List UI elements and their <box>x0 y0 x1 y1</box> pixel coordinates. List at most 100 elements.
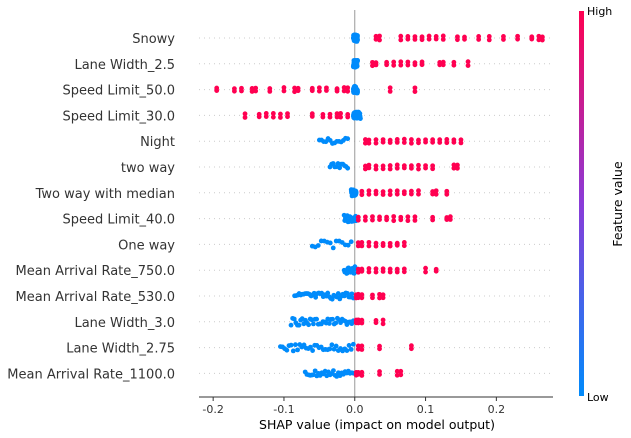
data-point-low <box>284 347 290 353</box>
data-point-high <box>345 85 351 91</box>
data-point-low <box>311 321 316 327</box>
data-point-high <box>359 295 365 301</box>
data-point-high <box>387 140 393 145</box>
data-point-low <box>350 341 356 347</box>
data-point-low <box>329 342 335 348</box>
data-point-high <box>423 139 428 145</box>
data-point-low <box>291 316 297 322</box>
data-point-high <box>366 269 372 275</box>
data-point-high <box>334 114 340 120</box>
data-point-high <box>409 140 414 146</box>
data-point-high <box>398 37 404 43</box>
data-point-high <box>405 218 411 224</box>
data-point-low <box>308 344 313 350</box>
feature-label: Lane Width_2.75 <box>66 342 175 357</box>
data-point-high <box>440 36 446 42</box>
x-tick-label: -0.2 <box>202 403 223 416</box>
data-point-high <box>345 114 351 120</box>
data-point-high <box>380 243 386 249</box>
data-point-high <box>295 88 301 94</box>
data-point-low <box>355 33 360 38</box>
data-point-high <box>412 217 418 223</box>
data-point-low <box>290 348 296 354</box>
colorbar-high-label: High <box>587 5 612 18</box>
x-tick-label: 0.0 <box>346 403 364 416</box>
data-point-high <box>387 269 393 275</box>
data-point-high <box>412 62 418 68</box>
data-point-high <box>366 266 372 271</box>
feature-label: Two way with median <box>35 187 175 202</box>
data-point-high <box>373 62 379 68</box>
feature-label: Night <box>140 135 175 150</box>
colorbar-low-label: Low <box>587 391 609 404</box>
data-point-low <box>293 342 298 348</box>
data-point-high <box>366 243 372 249</box>
data-point-high <box>232 88 237 94</box>
data-point-high <box>398 33 404 39</box>
feature-label: two way <box>121 161 175 176</box>
data-point-high <box>476 37 482 42</box>
data-point-high <box>366 188 372 194</box>
data-point-low <box>348 346 354 352</box>
data-point-high <box>486 37 492 43</box>
data-point-low <box>306 322 312 328</box>
data-point-high <box>401 269 407 275</box>
data-point-high <box>391 62 397 68</box>
data-point-low <box>337 165 343 171</box>
data-point-high <box>451 62 457 68</box>
data-point-high <box>355 243 361 249</box>
data-point-low <box>312 368 318 374</box>
data-point-high <box>412 89 418 94</box>
data-point-high <box>409 191 414 197</box>
data-point-low <box>314 316 319 322</box>
feature-label: Speed Limit_40.0 <box>62 213 175 228</box>
data-point-high <box>447 217 453 222</box>
data-point-high <box>401 165 407 171</box>
data-point-high <box>387 163 393 168</box>
data-point-high <box>359 192 365 198</box>
data-point-high <box>384 62 390 68</box>
data-point-high <box>398 217 404 223</box>
data-point-high <box>465 63 471 69</box>
data-point-high <box>366 140 372 146</box>
data-point-low <box>327 346 333 352</box>
data-point-high <box>433 188 439 194</box>
data-point-high <box>370 59 375 65</box>
x-axis-label: SHAP value (impact on model output) <box>259 417 495 432</box>
data-point-high <box>341 85 347 90</box>
data-point-high <box>338 114 343 120</box>
data-point-low <box>310 348 315 353</box>
data-point-high <box>433 191 439 197</box>
data-point-high <box>316 88 322 94</box>
data-point-high <box>370 214 375 220</box>
data-point-high <box>267 88 273 94</box>
data-point-high <box>416 166 421 172</box>
data-point-high <box>355 320 361 326</box>
data-point-high <box>355 343 361 349</box>
data-point-high <box>377 346 382 352</box>
data-point-high <box>451 165 457 171</box>
data-point-high <box>373 191 379 197</box>
data-point-high <box>416 140 421 146</box>
data-point-high <box>373 140 379 146</box>
feature-label: Snowy <box>132 32 175 47</box>
data-point-high <box>359 188 365 194</box>
data-point-low <box>348 239 354 245</box>
data-point-high <box>345 88 351 94</box>
data-point-high <box>355 346 361 352</box>
data-point-high <box>462 36 467 42</box>
data-point-high <box>377 33 382 39</box>
data-point-high <box>366 239 372 245</box>
data-point-high <box>412 214 418 220</box>
data-point-high <box>515 36 520 42</box>
data-point-high <box>455 165 460 171</box>
data-point-high <box>355 295 361 301</box>
data-point-high <box>405 62 411 68</box>
data-point-high <box>394 165 400 171</box>
data-point-high <box>270 114 276 120</box>
data-point-low <box>288 322 294 328</box>
data-point-high <box>444 136 450 142</box>
data-point-high <box>263 114 269 119</box>
data-point-high <box>405 36 411 42</box>
data-point-high <box>440 62 446 68</box>
